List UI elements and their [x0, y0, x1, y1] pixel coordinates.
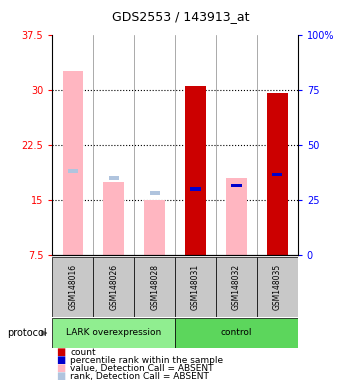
Bar: [104, 182, 124, 255]
Text: protocol: protocol: [7, 328, 47, 338]
Text: percentile rank within the sample: percentile rank within the sample: [70, 356, 223, 365]
Text: control: control: [221, 328, 252, 337]
Bar: [134, 257, 175, 317]
Text: ■: ■: [56, 363, 65, 373]
Text: GSM148032: GSM148032: [232, 264, 241, 310]
Bar: [226, 178, 247, 255]
Text: GSM148031: GSM148031: [191, 264, 200, 310]
Bar: [185, 86, 206, 255]
Text: GSM148026: GSM148026: [109, 264, 118, 310]
Text: count: count: [70, 348, 96, 357]
Text: ■: ■: [56, 355, 65, 365]
Bar: [109, 176, 119, 180]
Bar: [175, 257, 216, 317]
Text: ■: ■: [56, 347, 65, 357]
Bar: [267, 93, 288, 255]
Bar: [231, 184, 242, 187]
Bar: [52, 257, 93, 317]
Text: GSM148016: GSM148016: [68, 264, 77, 310]
Bar: [216, 257, 257, 317]
Text: value, Detection Call = ABSENT: value, Detection Call = ABSENT: [70, 364, 214, 373]
Bar: [93, 257, 134, 317]
Bar: [144, 200, 165, 255]
Bar: [52, 318, 175, 348]
Text: LARK overexpression: LARK overexpression: [66, 328, 161, 337]
Bar: [68, 169, 78, 172]
Bar: [257, 257, 298, 317]
Text: ■: ■: [56, 371, 65, 381]
Bar: [272, 172, 283, 176]
Bar: [62, 71, 83, 255]
Text: rank, Detection Call = ABSENT: rank, Detection Call = ABSENT: [70, 372, 209, 381]
Bar: [149, 191, 160, 195]
Text: GDS2553 / 143913_at: GDS2553 / 143913_at: [112, 10, 249, 23]
Text: GSM148035: GSM148035: [273, 264, 282, 310]
Text: GSM148028: GSM148028: [150, 264, 159, 310]
Bar: [191, 187, 201, 191]
Bar: [175, 318, 298, 348]
